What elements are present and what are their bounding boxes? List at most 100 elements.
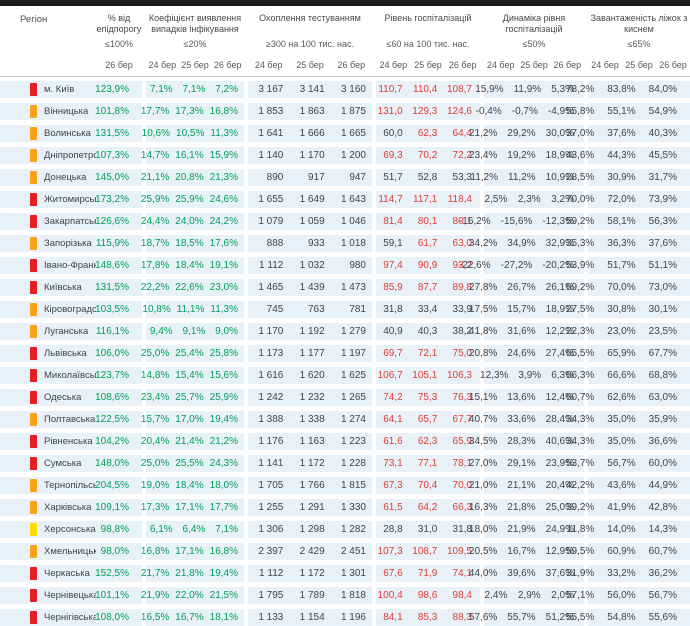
testing-coverage-value: 1 172 — [299, 458, 325, 469]
oxygen-beds-value: 72,0% — [607, 194, 636, 205]
hospitalization-dynamics-value: 6,3% — [551, 370, 574, 381]
hospitalization-dynamics-value: 16,7% — [507, 546, 536, 557]
region-name: Дніпропетровська — [44, 150, 123, 161]
region-column-header: Регіон — [20, 14, 48, 25]
testing-coverage-value: 1 197 — [340, 348, 366, 359]
hospitalization-level-cell: 74,2 75,3 76,3 — [376, 389, 480, 406]
hospitalization-level-value: 106,7 — [377, 370, 403, 381]
oxygen-beds-value: 73,9% — [648, 194, 677, 205]
testing-coverage-value: 1 306 — [258, 524, 284, 535]
oxygen-beds-value: 22,3% — [565, 326, 595, 337]
oxygen-beds-value: 63,0% — [648, 392, 677, 403]
status-marker-red — [30, 215, 37, 228]
testing-coverage-value: 1 666 — [299, 128, 325, 139]
epid-threshold-cell: 152,5% — [95, 565, 142, 582]
testing-coverage-value: 917 — [307, 172, 325, 183]
region-cell: Одеська — [0, 389, 96, 406]
hospitalization-dynamics-cell: 34,2% 34,9% 32,9% — [469, 235, 584, 252]
oxygen-beds-value: 35,3% — [565, 238, 595, 249]
hospitalization-dynamics-value: 37,6% — [545, 568, 574, 579]
hospitalization-dynamics-value: 41,8% — [468, 326, 498, 337]
oxygen-beds-value: 56,3% — [648, 216, 677, 227]
testing-coverage-value: 1 112 — [259, 260, 284, 271]
hospitalization-dynamics-value: 34,5% — [468, 436, 498, 447]
testing-coverage-cell: 1 112 1 172 1 301 — [248, 565, 372, 582]
oxygen-beds-cell: 70,0% 72,0% 73,9% — [566, 191, 690, 208]
oxygen-beds-cell: 53,9% 51,7% 51,1% — [566, 257, 690, 274]
hospitalization-dynamics-cell: 2,4% 2,9% 2,0% — [484, 587, 584, 604]
epid-threshold-cell: 148,6% — [95, 257, 142, 274]
hospitalization-level-value: 74,2 — [383, 392, 403, 403]
hospitalization-dynamics-value: -0,7% — [511, 106, 538, 117]
hospitalization-dynamics-cell: 20,5% 16,7% 12,9% — [469, 543, 584, 560]
detection-coef-value: 21,8% — [175, 568, 204, 579]
status-marker-red — [30, 83, 37, 96]
hospitalization-level-value: 72,2 — [452, 150, 472, 161]
table-row: Рівненська 104,2% 20,4% 21,4% 21,2% 1 176 1 16… — [0, 433, 690, 450]
hospitalization-level-value: 108,7 — [412, 546, 438, 557]
testing-coverage-cell: 1 140 1 170 1 200 — [248, 147, 372, 164]
hospitalization-level-value: 40,3 — [417, 326, 438, 337]
hospitalization-dynamics-value: -27,2% — [500, 260, 533, 271]
detection-coef-value: 17,1% — [175, 502, 204, 513]
epid-threshold-cell: 116,1% — [96, 323, 142, 340]
testing-coverage-value: 1 192 — [299, 326, 325, 337]
table-header: Регіон % від епідпорогу ≤100% 26 бер Кое… — [0, 6, 690, 77]
hospitalization-dynamics-cell: 41,8% 31,6% 12,2% — [469, 323, 584, 340]
date-label: 26 бер — [659, 60, 687, 70]
detection-coef-value: 7,2% — [215, 84, 238, 95]
oxygen-beds-cell: 65,5% 65,9% 67,7% — [566, 345, 690, 362]
hospitalization-dynamics-value: 26,1% — [545, 282, 574, 293]
testing-coverage-value: 1 046 — [340, 216, 366, 227]
region-name: Закарпатська — [44, 216, 104, 227]
hospitalization-level-cell: 40,9 40,3 38,2 — [376, 323, 480, 340]
epid-threshold-cell: 98,8% — [96, 521, 142, 538]
hospitalization-level-value: 65,9 — [452, 436, 472, 447]
testing-coverage-cell: 1 655 1 649 1 643 — [248, 191, 372, 208]
region-name: Харківська — [44, 502, 92, 513]
hospitalization-dynamics-value: 19,2% — [507, 150, 536, 161]
region-name: Житомирська — [44, 194, 105, 205]
epid-threshold-value: 109,1% — [95, 502, 129, 513]
detection-coef-value: 19,4% — [209, 414, 238, 425]
testing-coverage-cell: 890 917 947 — [248, 169, 372, 186]
oxygen-beds-value: 60,9% — [607, 546, 636, 557]
detection-coef-value: 17,3% — [140, 502, 170, 513]
status-marker-orange — [30, 237, 37, 250]
hospitalization-dynamics-value: 12,2% — [545, 326, 574, 337]
oxygen-beds-value: 59,2% — [565, 216, 595, 227]
hospitalization-dynamics-cell: 20,8% 24,6% 27,4% — [469, 345, 584, 362]
detection-coef-value: 18,4% — [175, 480, 204, 491]
detection-coef-cell: 21,7% 21,8% 19,4% — [141, 565, 244, 582]
hospitalization-dynamics-value: 25,0% — [545, 502, 574, 513]
status-marker-orange — [30, 149, 37, 162]
epid-threshold-cell: 148,0% — [95, 455, 142, 472]
date-label: 25 бер — [181, 60, 209, 70]
oxygen-beds-value: 56,7% — [607, 458, 636, 469]
testing-coverage-value: 1 641 — [258, 128, 284, 139]
testing-coverage-value: 1 018 — [340, 238, 366, 249]
hospitalization-level-value: 33,4 — [417, 304, 438, 315]
hospitalization-level-value: 67,6 — [383, 568, 403, 579]
testing-coverage-value: 1 170 — [299, 150, 325, 161]
oxygen-beds-value: 54,9% — [648, 106, 677, 117]
detection-coef-cell: 17,8% 18,4% 19,1% — [141, 257, 244, 274]
testing-coverage-value: 1 200 — [340, 150, 366, 161]
hospitalization-level-cell: 107,3 108,7 109,5 — [376, 543, 480, 560]
testing-coverage-value: 888 — [266, 238, 284, 249]
region-name: Сумська — [44, 458, 82, 469]
epid-threshold-value: 148,0% — [95, 458, 129, 469]
detection-coef-value: 11,3% — [210, 128, 238, 139]
table-row: Херсонська 98,8% 6,1% 6,4% 7,1% 1 306 1 298 1 2… — [0, 521, 690, 538]
status-marker-red — [30, 391, 37, 404]
epid-threshold-value: 126,6% — [95, 216, 129, 227]
detection-coef-cell: 10,6% 10,5% 11,3% — [142, 125, 244, 142]
oxygen-beds-value: 69,2% — [565, 282, 595, 293]
testing-coverage-value: 745 — [266, 304, 284, 315]
table-row: Луганська 116,1% 9,4% 9,1% 9,0% 1 170 1 192 1 2… — [0, 323, 690, 340]
testing-coverage-value: 1 196 — [340, 612, 366, 623]
region-cell: Тернопільська — [0, 477, 107, 494]
table-row: Тернопільська 204,5% 19,0% 18,4% 18,0% 1 705 1… — [0, 477, 690, 494]
oxygen-beds-cell: 57,1% 56,0% 56,7% — [566, 587, 690, 604]
column-threshold: ≤20% — [183, 39, 207, 49]
